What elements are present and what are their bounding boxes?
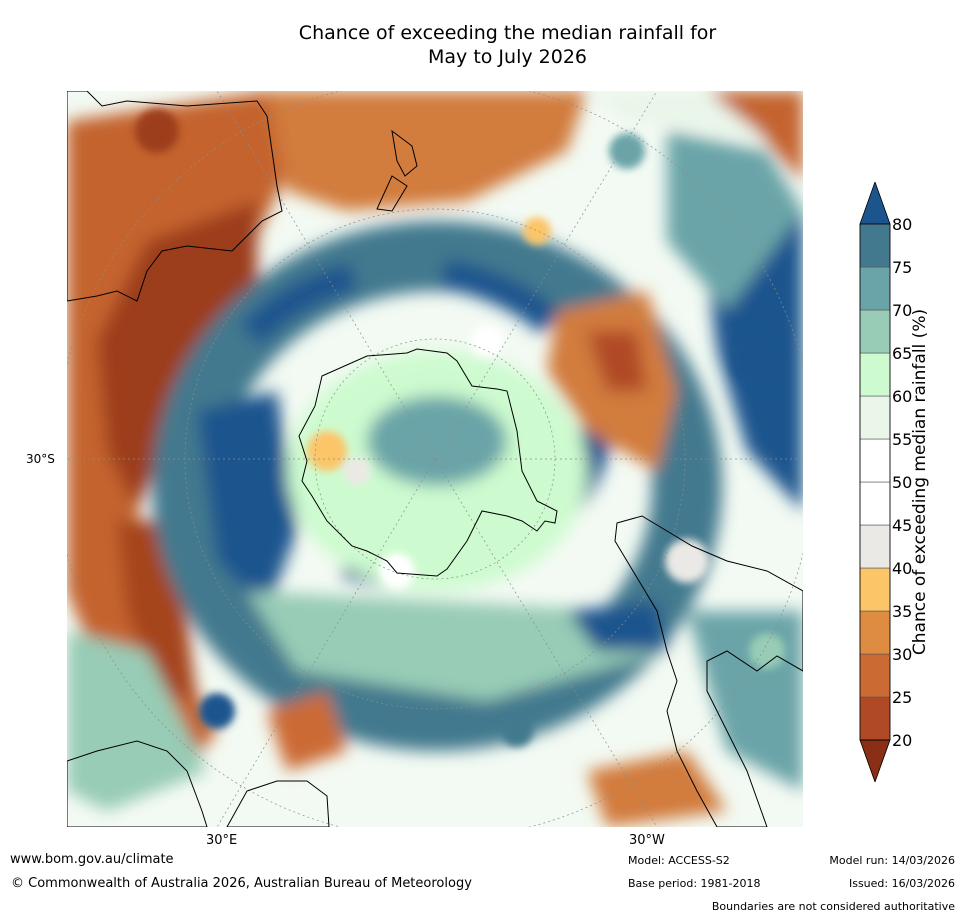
colorbar-arrow-bottom [859,739,891,784]
colorbar-band [859,395,891,440]
chart-title: Chance of exceeding the median rainfall … [0,21,965,69]
rainfall-map [67,91,803,827]
colorbar-tick-label: 60 [892,387,912,406]
colorbar-tick-label: 30 [892,645,912,664]
colorbar-band [859,481,891,526]
footer-url: www.bom.gov.au/climate [10,852,174,867]
colorbar-band [859,653,891,698]
title-line-2: May to July 2026 [428,46,587,68]
africa-outline [67,740,330,827]
new-zealand-outline [376,129,418,212]
colorbar-band [859,352,891,397]
south-america-outline [614,515,803,827]
colorbar-label: Chance of exceeding median rainfall (%) [910,308,930,656]
footer-model: Model: ACCESS-S2 [628,854,730,867]
colorbar-tick-label: 45 [892,516,912,535]
longitude-label-west: 30°W [629,833,665,848]
colorbar-tick-label: 70 [892,301,912,320]
colorbar-tick-label: 50 [892,473,912,492]
colorbar-tick-label: 40 [892,559,912,578]
footer-base-period: Base period: 1981-2018 [628,877,761,890]
footer-copyright: © Commonwealth of Australia 2026, Austra… [11,876,472,891]
antarctica-outline [298,348,558,577]
map-canvas [67,91,803,827]
colorbar-tick-label: 55 [892,430,912,449]
longitude-label-east: 30°E [206,833,238,848]
colorbar-band [859,223,891,268]
colorbar-band [859,309,891,354]
colorbar-scale: 20 25 30 35 40 45 50 55 60 65 70 75 80 [859,180,912,784]
colorbar-band [859,438,891,483]
colorbar-band [859,524,891,569]
graticule [67,91,803,827]
colorbar-tick-label: 20 [892,731,912,750]
colorbar-tick-label: 25 [892,688,912,707]
australia-outline [67,91,283,302]
colorbar-tick-label: 65 [892,344,912,363]
latitude-label: 30°S [26,452,55,466]
footer-issued: Issued: 16/03/2026 [848,877,955,890]
title-line-1: Chance of exceeding the median rainfall … [298,22,717,44]
colorbar-band [859,696,891,741]
colorbar-band [859,266,891,311]
colorbar-band [859,610,891,655]
colorbar-outline [859,223,891,741]
colorbar-band [859,567,891,612]
colorbar-tick-label: 75 [892,258,912,277]
colorbar-tick-label: 80 [892,215,912,234]
footer-model-run: Model run: 14/03/2026 [829,854,955,867]
footer-disclaimer: Boundaries are not considered authoritat… [711,900,955,913]
colorbar-arrow-top [859,180,891,225]
colorbar: 20 25 30 35 40 45 50 55 60 65 70 75 80 [855,180,965,784]
colorbar-tick-label: 35 [892,602,912,621]
